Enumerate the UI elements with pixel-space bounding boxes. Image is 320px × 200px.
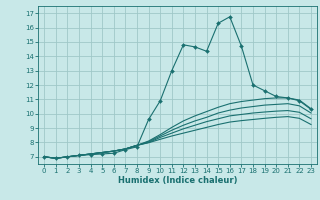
- X-axis label: Humidex (Indice chaleur): Humidex (Indice chaleur): [118, 176, 237, 185]
